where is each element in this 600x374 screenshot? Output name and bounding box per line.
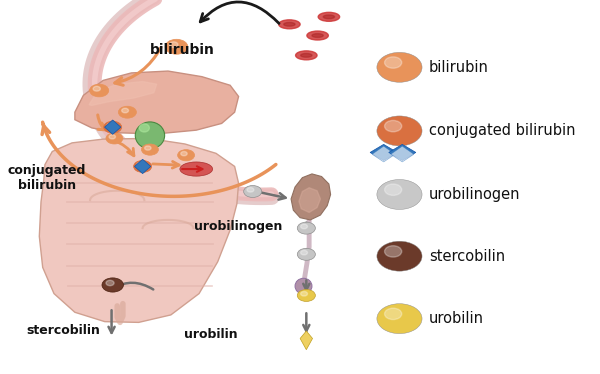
Circle shape	[178, 150, 194, 161]
Circle shape	[165, 39, 188, 54]
Circle shape	[244, 186, 262, 197]
Circle shape	[385, 184, 402, 195]
Text: bilirubin: bilirubin	[149, 43, 215, 58]
Text: urobilin: urobilin	[429, 311, 484, 326]
Polygon shape	[391, 146, 414, 162]
Circle shape	[106, 280, 114, 286]
Text: urobilinogen: urobilinogen	[429, 187, 520, 202]
Circle shape	[134, 160, 152, 172]
Circle shape	[297, 289, 316, 301]
Circle shape	[247, 187, 254, 192]
Circle shape	[122, 108, 128, 113]
Circle shape	[109, 135, 115, 139]
Ellipse shape	[139, 124, 149, 132]
Ellipse shape	[135, 122, 164, 149]
Polygon shape	[389, 144, 416, 160]
Ellipse shape	[312, 34, 323, 37]
Circle shape	[142, 144, 158, 155]
Circle shape	[377, 304, 422, 334]
Polygon shape	[134, 159, 151, 174]
Ellipse shape	[180, 162, 212, 176]
Circle shape	[181, 151, 187, 156]
Circle shape	[377, 116, 422, 146]
Text: stercobilin: stercobilin	[26, 325, 101, 337]
Circle shape	[93, 86, 100, 91]
Ellipse shape	[301, 53, 312, 57]
Circle shape	[377, 241, 422, 271]
Text: stercobilin: stercobilin	[429, 249, 505, 264]
Circle shape	[377, 180, 422, 209]
Circle shape	[118, 106, 136, 118]
Polygon shape	[291, 174, 331, 220]
Ellipse shape	[307, 31, 328, 40]
Circle shape	[301, 250, 307, 255]
Polygon shape	[370, 144, 397, 160]
Ellipse shape	[278, 20, 300, 29]
Polygon shape	[40, 138, 239, 322]
Circle shape	[145, 146, 151, 150]
Text: conjugated bilirubin: conjugated bilirubin	[429, 123, 575, 138]
Circle shape	[104, 121, 122, 133]
Polygon shape	[300, 331, 313, 350]
Circle shape	[169, 42, 178, 47]
Ellipse shape	[284, 22, 295, 26]
Polygon shape	[372, 146, 395, 162]
Text: bilirubin: bilirubin	[429, 60, 488, 75]
Polygon shape	[299, 188, 320, 212]
Circle shape	[385, 308, 402, 319]
Polygon shape	[75, 71, 239, 134]
Circle shape	[89, 84, 109, 97]
Ellipse shape	[318, 12, 340, 21]
Circle shape	[301, 291, 307, 296]
Circle shape	[297, 222, 316, 234]
Ellipse shape	[295, 278, 312, 294]
Circle shape	[107, 123, 114, 128]
Circle shape	[102, 278, 124, 292]
Circle shape	[377, 52, 422, 82]
Polygon shape	[89, 82, 157, 105]
Circle shape	[297, 248, 316, 260]
Circle shape	[385, 120, 402, 132]
Circle shape	[137, 162, 144, 167]
Circle shape	[385, 57, 402, 68]
Text: urobilin: urobilin	[184, 328, 237, 341]
Text: conjugated
bilirubin: conjugated bilirubin	[7, 164, 86, 191]
Text: urobilinogen: urobilinogen	[194, 220, 283, 233]
Circle shape	[385, 246, 402, 257]
Circle shape	[301, 224, 307, 229]
Ellipse shape	[323, 15, 335, 19]
Ellipse shape	[296, 51, 317, 60]
Polygon shape	[104, 120, 121, 134]
Circle shape	[106, 133, 123, 144]
